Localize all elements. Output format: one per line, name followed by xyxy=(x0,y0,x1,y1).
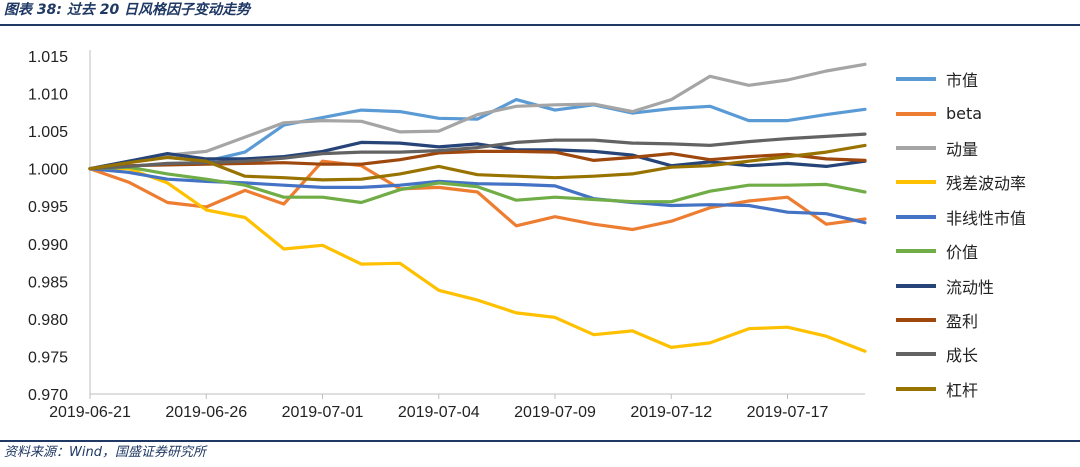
series-line-8 xyxy=(88,132,867,171)
series-line-3 xyxy=(88,167,867,353)
legend-label: 残差波动率 xyxy=(946,174,1027,194)
line-chart: 0.970 0.975 0.980 0.985 0.990 0.995 1.000 1.005… xyxy=(28,49,867,421)
legend-item: 价值 xyxy=(896,234,1076,268)
series-line-1 xyxy=(88,159,867,232)
source-rule xyxy=(0,440,1080,442)
legend-swatch xyxy=(896,283,936,288)
legend-label: 市值 xyxy=(946,71,979,91)
legend-item: 成长 xyxy=(896,337,1076,371)
caption-rule xyxy=(0,24,1080,26)
legend-item: 市值 xyxy=(896,62,1076,96)
legend-swatch xyxy=(896,386,936,391)
figure-caption: 图表 38: 过去 20 日风格因子变动走势 xyxy=(4,2,251,18)
series-lines xyxy=(88,62,867,353)
x-tick-label: 2019-07-01 xyxy=(282,404,364,421)
series-line-6 xyxy=(88,140,867,171)
legend-item: 杠杆 xyxy=(896,372,1076,406)
y-tick-label: 0.975 xyxy=(28,349,68,366)
legend-swatch xyxy=(896,249,936,254)
axes: 0.970 0.975 0.980 0.985 0.990 0.995 1.000 1.005… xyxy=(28,49,865,421)
legend-swatch xyxy=(896,352,936,357)
y-tick-label: 1.015 xyxy=(28,49,68,66)
legend-item: 动量 xyxy=(896,131,1076,165)
series-line-2 xyxy=(88,62,867,171)
legend-item: 盈利 xyxy=(896,303,1076,337)
y-tick-label: 1.000 xyxy=(28,162,68,179)
legend-swatch xyxy=(896,317,936,322)
y-tick-label: 0.980 xyxy=(28,312,68,329)
y-tick-label: 0.985 xyxy=(28,274,68,291)
series-line-5 xyxy=(88,165,867,205)
legend-label: 非线性市值 xyxy=(946,208,1027,228)
legend-label: beta xyxy=(946,104,983,124)
series-line-4 xyxy=(88,167,867,225)
x-tick-label: 2019-07-04 xyxy=(398,404,480,421)
legend-label: 动量 xyxy=(946,139,979,159)
y-tick-label: 0.990 xyxy=(28,237,68,254)
legend-item: beta xyxy=(896,96,1076,130)
legend-label: 价值 xyxy=(946,243,979,263)
legend-label: 杠杆 xyxy=(946,380,979,400)
legend-swatch xyxy=(896,77,936,82)
y-tick-label: 1.005 xyxy=(28,124,68,141)
legend-item: 非线性市值 xyxy=(896,200,1076,234)
series-line-7 xyxy=(88,149,867,171)
chart-legend: 市值 beta 动量残差波动率非线性市值价值流动性盈利成长杠杆 xyxy=(896,62,1076,406)
series-line-9 xyxy=(88,143,867,182)
y-tick-label: 0.970 xyxy=(28,387,68,404)
y-tick-label: 1.010 xyxy=(28,87,68,104)
legend-swatch xyxy=(896,111,936,116)
legend-swatch xyxy=(896,145,936,150)
legend-label: 盈利 xyxy=(946,311,979,331)
x-tick-label: 2019-07-17 xyxy=(747,404,829,421)
legend-item: 残差波动率 xyxy=(896,165,1076,199)
x-tick-label: 2019-07-12 xyxy=(630,404,712,421)
y-tick-label: 0.995 xyxy=(28,199,68,216)
x-tick-label: 2019-06-26 xyxy=(165,404,247,421)
x-tick-label: 2019-06-21 xyxy=(49,404,131,421)
legend-swatch xyxy=(896,180,936,185)
source-note: 资料来源：Wind，国盛证券研究所 xyxy=(4,445,206,460)
x-tick-label: 2019-07-09 xyxy=(514,404,596,421)
legend-swatch xyxy=(896,214,936,219)
legend-label: 成长 xyxy=(946,346,979,366)
legend-item: 流动性 xyxy=(896,268,1076,302)
legend-label: 流动性 xyxy=(946,277,995,297)
